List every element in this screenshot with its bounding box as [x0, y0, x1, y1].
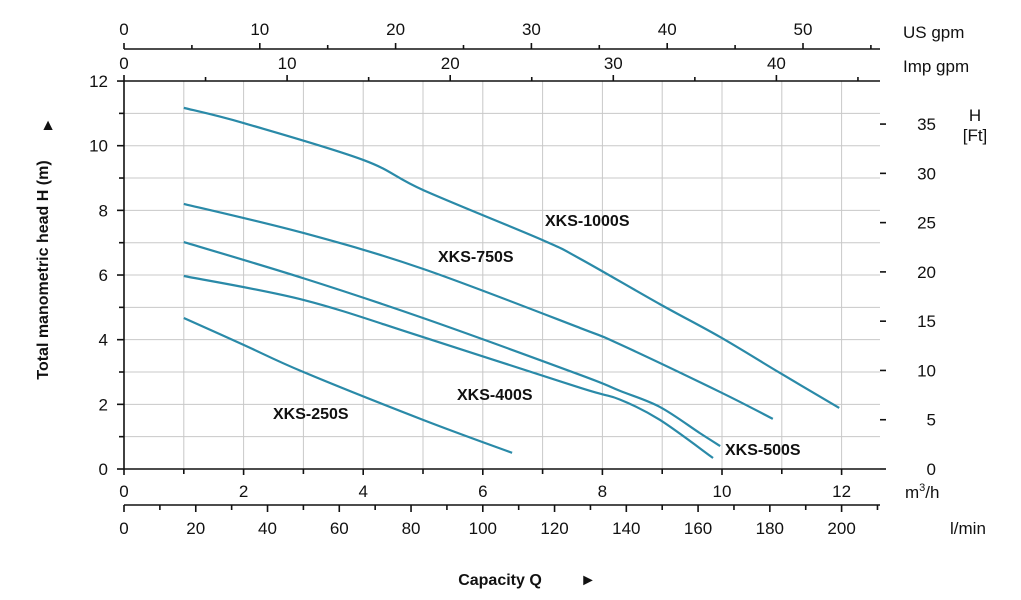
y2-axis-label-ft: [Ft] [963, 126, 988, 145]
y-tick-label: 0 [99, 460, 108, 479]
y-tick-label: 12 [89, 72, 108, 91]
imp-gpm-tick-label: 30 [604, 54, 623, 73]
y-axis-arrow-icon: ▲ [40, 117, 56, 134]
x-tick-label: 0 [119, 482, 128, 501]
x-tick-label: 10 [713, 482, 732, 501]
y-tick-label: 10 [89, 137, 108, 156]
curve-xks-400s [183, 274, 714, 459]
lmin-tick-label: 20 [186, 519, 205, 538]
y2-tick-label: 25 [917, 214, 936, 233]
x-tick-label: 2 [239, 482, 248, 501]
y-tick-label: 2 [99, 395, 108, 414]
series-label-xks-400s: XKS-400S [457, 387, 533, 404]
y2-tick-label: 5 [927, 411, 936, 430]
y2-tick-label: 35 [917, 115, 936, 134]
imp-gpm-tick-label: 0 [119, 54, 128, 73]
us-gpm-tick-label: 10 [250, 20, 269, 39]
y-tick-label: 4 [99, 331, 108, 350]
lmin-tick-label: 100 [469, 519, 497, 538]
curve-xks-1000s [183, 106, 840, 409]
x-tick-label: 6 [478, 482, 487, 501]
x-tick-label: 4 [358, 482, 367, 501]
lmin-axis-unit: l/min [950, 519, 986, 538]
curve-xks-250s [183, 317, 513, 454]
lmin-tick-label: 0 [119, 519, 128, 538]
x-tick-label: 12 [832, 482, 851, 501]
us-gpm-tick-label: 0 [119, 20, 128, 39]
series-label-xks-250s: XKS-250S [273, 406, 349, 423]
imp-gpm-tick-label: 20 [441, 54, 460, 73]
us-gpm-tick-label: 20 [386, 20, 405, 39]
lmin-tick-label: 60 [330, 519, 349, 538]
y2-tick-label: 10 [917, 361, 936, 380]
x-axis-unit-m3h: m3/h [905, 482, 939, 502]
y-tick-label: 6 [99, 266, 108, 285]
y2-tick-label: 0 [927, 460, 936, 479]
series-label-xks-750s: XKS-750S [438, 249, 514, 266]
y2-axis-label-h: H [969, 106, 981, 125]
us-gpm-tick-label: 40 [658, 20, 677, 39]
us-gpm-tick-label: 50 [794, 20, 813, 39]
y2-tick-label: 20 [917, 263, 936, 282]
x-tick-label: 8 [598, 482, 607, 501]
curve-xks-750s [183, 202, 774, 420]
lmin-tick-label: 180 [756, 519, 784, 538]
curve-xks-500s [183, 240, 721, 447]
us-gpm-axis-unit: US gpm [903, 23, 964, 42]
lmin-tick-label: 160 [684, 519, 712, 538]
y2-tick-label: 30 [917, 164, 936, 183]
series-label-xks-1000s: XKS-1000S [545, 213, 630, 230]
us-gpm-tick-label: 30 [522, 20, 541, 39]
lmin-tick-label: 80 [402, 519, 421, 538]
lmin-tick-label: 40 [258, 519, 277, 538]
series-label-xks-500s: XKS-500S [725, 442, 801, 459]
y2-tick-label: 15 [917, 312, 936, 331]
lmin-tick-label: 140 [612, 519, 640, 538]
imp-gpm-axis-unit: Imp gpm [903, 57, 969, 76]
lmin-tick-label: 120 [540, 519, 568, 538]
y-tick-label: 8 [99, 201, 108, 220]
x-axis-title: Capacity Q [458, 572, 542, 589]
imp-gpm-tick-label: 40 [767, 54, 786, 73]
x-axis-arrow-icon: ► [580, 572, 596, 589]
imp-gpm-tick-label: 10 [278, 54, 297, 73]
lmin-tick-label: 200 [827, 519, 855, 538]
y-axis-title: Total manometric head H (m) [35, 160, 52, 379]
